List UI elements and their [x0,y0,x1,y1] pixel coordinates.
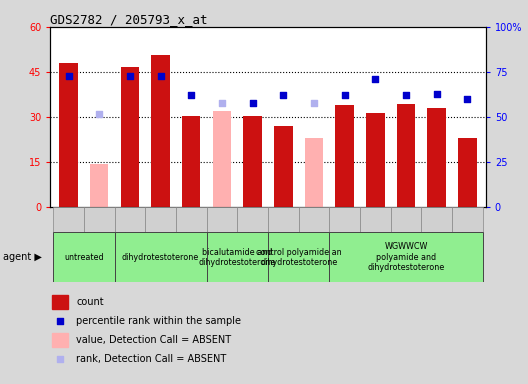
Bar [274,126,293,207]
Point [218,99,226,106]
Bar [176,207,206,232]
Bar [329,232,483,282]
Bar [428,108,446,207]
Text: agent ▶: agent ▶ [3,252,42,262]
Bar [152,55,170,207]
Text: dihydrotestoterone: dihydrotestoterone [122,253,199,262]
Text: WGWWCW
polyamide and
dihydrotestoterone: WGWWCW polyamide and dihydrotestoterone [367,242,445,272]
Text: bicalutamide and
dihydrotestoterone: bicalutamide and dihydrotestoterone [199,248,276,267]
Bar [335,105,354,207]
Bar [182,116,201,207]
Point [279,93,288,99]
Point [95,111,103,117]
Point [402,93,410,99]
Bar [145,207,176,232]
Bar [360,207,391,232]
Text: percentile rank within the sample: percentile rank within the sample [77,316,241,326]
Bar [452,207,483,232]
Point [310,99,318,106]
Bar [366,113,384,207]
Text: untreated: untreated [64,253,103,262]
Text: GDS2782 / 205793_x_at: GDS2782 / 205793_x_at [50,13,208,26]
Bar [329,207,360,232]
Bar [206,232,268,282]
Point [64,73,73,79]
Bar [59,63,78,207]
Bar [421,207,452,232]
Bar [268,232,329,282]
Bar [90,164,108,207]
Bar [237,207,268,232]
Point [187,93,195,99]
Bar [84,207,115,232]
Bar [115,207,145,232]
Bar [53,207,84,232]
Bar [53,232,115,282]
Point [432,91,441,97]
Bar [243,116,262,207]
Bar [52,295,68,309]
Bar [206,207,237,232]
Point [55,356,64,362]
Bar [458,138,477,207]
Text: count: count [77,297,104,307]
Bar [121,68,139,207]
Point [126,73,134,79]
Text: control polyamide an
dihydrotestoterone: control polyamide an dihydrotestoterone [256,248,342,267]
Text: value, Detection Call = ABSENT: value, Detection Call = ABSENT [77,335,231,345]
Point [371,76,380,82]
Bar [52,333,68,347]
Text: rank, Detection Call = ABSENT: rank, Detection Call = ABSENT [77,354,227,364]
Bar [391,207,421,232]
Point [248,99,257,106]
Bar [397,104,415,207]
Point [156,73,165,79]
Bar [268,207,299,232]
Bar [115,232,206,282]
Bar [299,207,329,232]
Point [55,318,64,324]
Bar [305,138,323,207]
Point [463,96,472,102]
Point [341,93,349,99]
Bar [213,111,231,207]
